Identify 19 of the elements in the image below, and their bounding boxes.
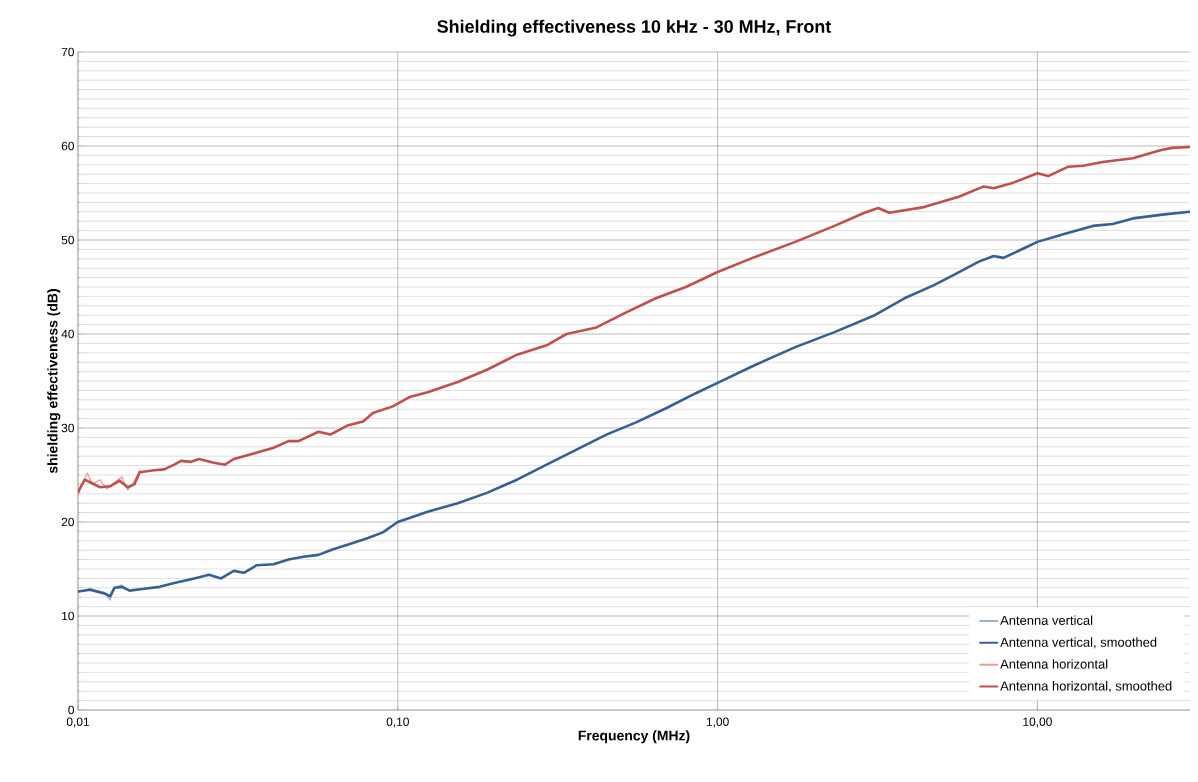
- legend-label: Antenna horizontal, smoothed: [1000, 681, 1172, 693]
- x-axis-title: Frequency (MHz): [578, 730, 690, 744]
- y-tick-label: 10: [62, 611, 75, 621]
- y-tick-label: 70: [61, 47, 75, 57]
- x-tick-label: 1,00: [706, 717, 729, 728]
- x-tick-label: 0,10: [386, 717, 409, 728]
- y-tick-label: 60: [61, 141, 75, 151]
- y-tick-label: 20: [61, 517, 75, 527]
- x-tick-label: 10,00: [1023, 717, 1052, 728]
- y-tick-label: 50: [61, 235, 75, 245]
- y-axis-title: shielding effectiveness (dB): [47, 289, 61, 474]
- x-tick-label: 0,01: [66, 717, 90, 728]
- y-tick-label: 40: [61, 329, 75, 339]
- legend-label: Antenna vertical: [1000, 615, 1093, 625]
- y-tick-label: 0: [68, 705, 75, 715]
- legend-label: Antenna horizontal: [1000, 659, 1108, 669]
- legend-label: Antenna vertical, smoothed: [1000, 637, 1157, 649]
- y-tick-label: 30: [61, 423, 75, 433]
- chart-title: Shielding effectiveness 10 kHz - 30 MHz, Front: [437, 19, 832, 37]
